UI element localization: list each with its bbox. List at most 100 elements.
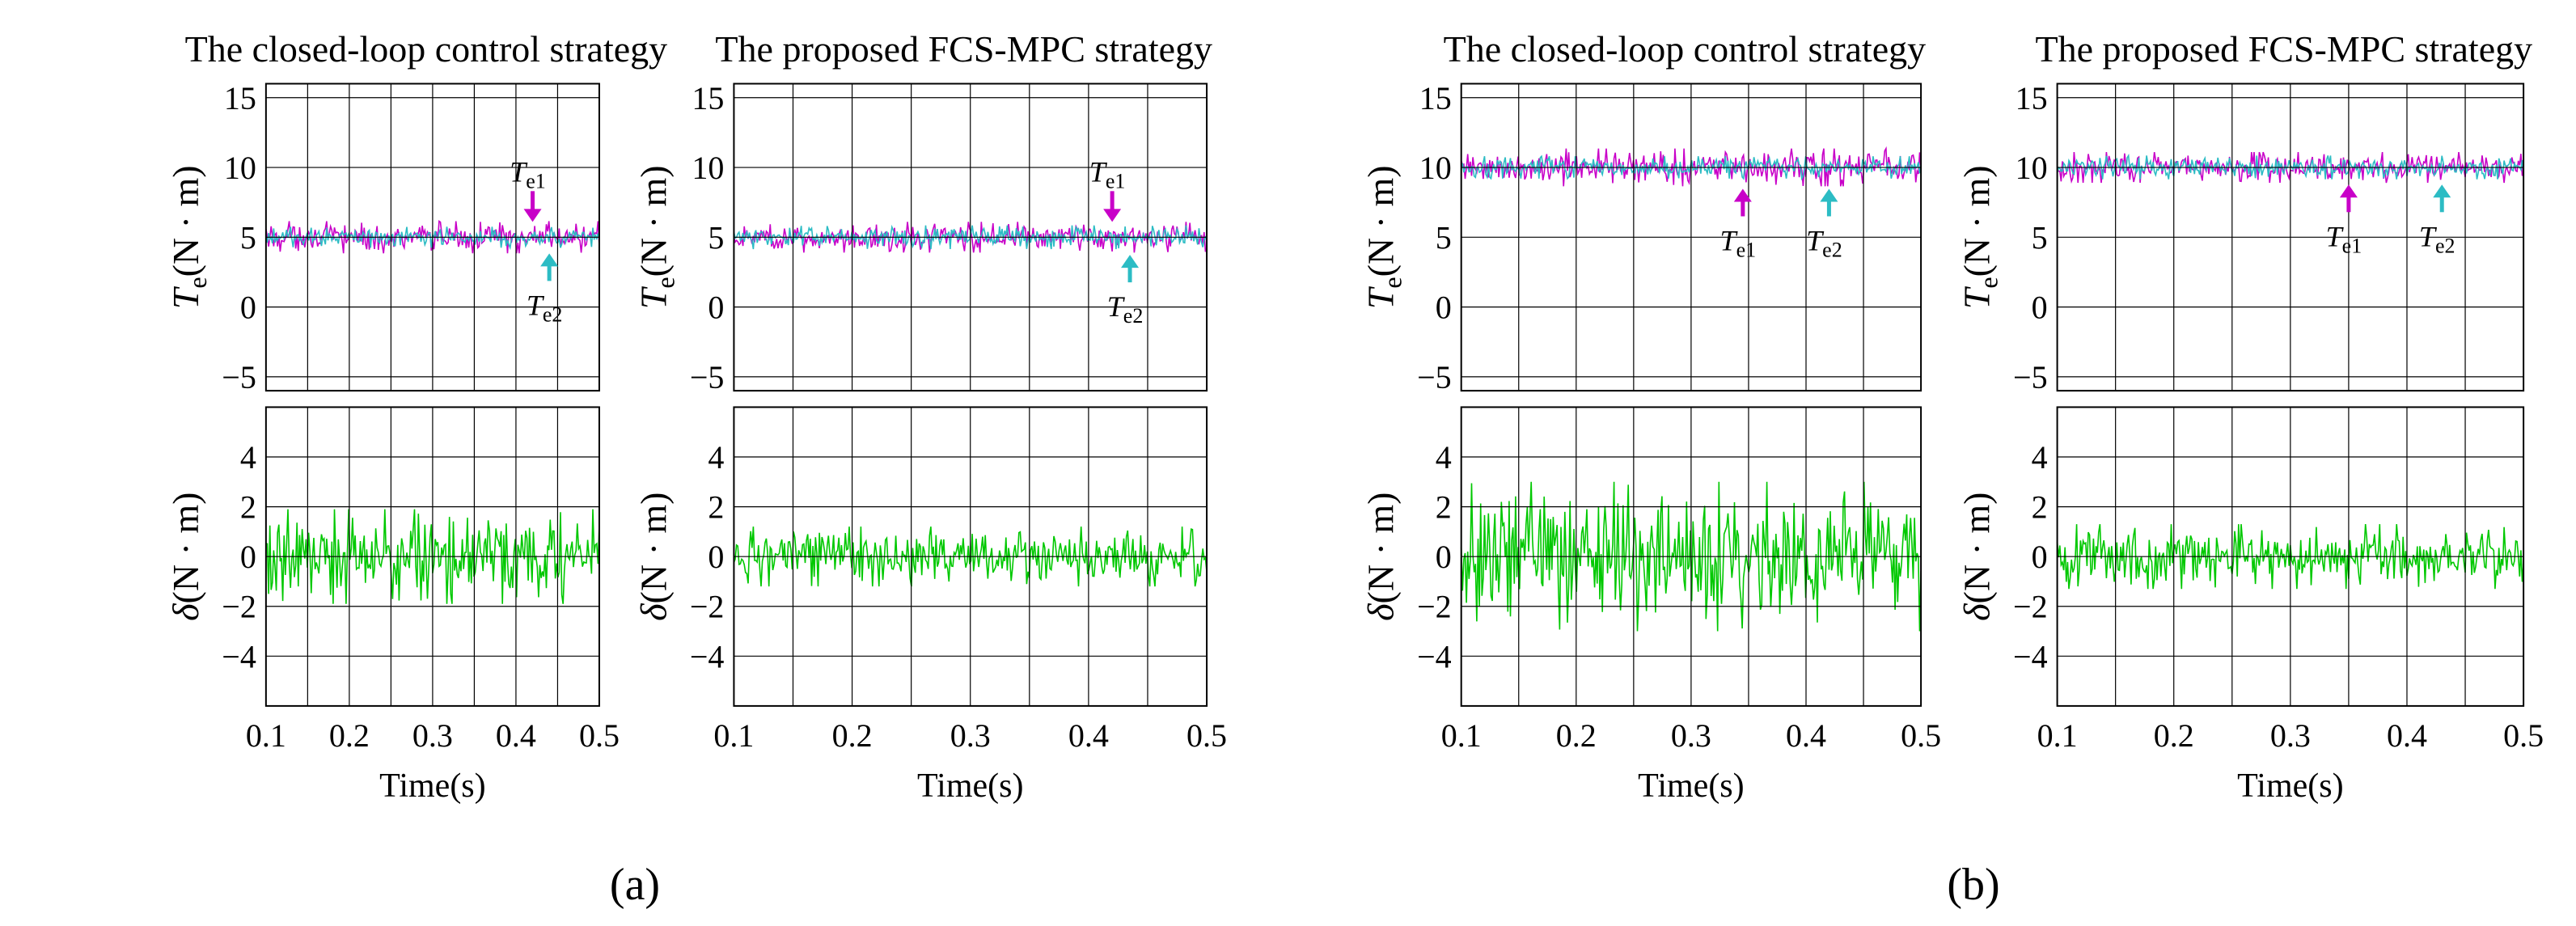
b-closed-loop-delta-xtick-label: 0.1 (1441, 717, 1482, 754)
a-closed-loop-torque-title: The closed-loop control strategy (185, 28, 668, 70)
b-closed-loop-torque-frame (1460, 82, 1922, 392)
b-fcs-mpc-delta-ytick-label: 0 (2032, 539, 2048, 575)
subfigure-label-b: (b) (1947, 860, 1999, 910)
text-layer: −5 0 5 10 15 The closed-loop control strategy… (165, 28, 2544, 805)
b-fcs-mpc-torque-grid (2057, 83, 2524, 391)
b-fcs-mpc-torque-annotation-te2: Te2 (2419, 184, 2455, 257)
b-closed-loop-delta-xtick-label: 0.3 (1671, 717, 1711, 754)
a-fcs-mpc-torque-annotation-te1: Te1 (1089, 155, 1126, 222)
b-closed-loop-delta-xtick-label: 0.2 (1556, 717, 1597, 754)
b-fcs-mpc-delta-ylabel: δ(N · m) (1956, 492, 1998, 620)
a-closed-loop-delta-ytick-label: −4 (222, 638, 256, 674)
b-fcs-mpc-torque-ytick-label: 15 (2016, 80, 2048, 116)
a-fcs-mpc-delta-ytick-label: 4 (708, 439, 724, 476)
b-closed-loop-delta-ytick-label: 0 (1436, 539, 1452, 575)
a-fcs-mpc-delta-grid (734, 407, 1208, 706)
a-fcs-mpc-delta-xtick-label: 0.4 (1068, 717, 1109, 754)
a-fcs-mpc-delta-ytick-label: −2 (690, 589, 725, 625)
b-closed-loop-torque-ytick-label: 10 (1419, 150, 1452, 186)
a-fcs-mpc-delta-ytick-label: 2 (708, 489, 724, 526)
a-closed-loop-torque-ytick-label: 10 (224, 150, 256, 186)
a-fcs-mpc-torque-ytick-label: 10 (692, 150, 724, 186)
b-closed-loop-delta-xtick-label: 0.4 (1786, 717, 1826, 754)
a-closed-loop-delta-ytick-label: 2 (240, 489, 256, 526)
a-closed-loop-delta-xtick-label: 0.5 (579, 717, 620, 754)
a-fcs-mpc-torque-ytick-label: −5 (690, 359, 725, 395)
a-closed-loop-torque-annotation-te1: Te1 (510, 155, 546, 222)
b-fcs-mpc-delta-xlabel: Time(s) (2237, 767, 2343, 805)
a-fcs-mpc-torque-ytick-label: 15 (692, 80, 724, 116)
a-fcs-mpc-torque-grid (734, 83, 1208, 391)
b-fcs-mpc-delta-xtick-label: 0.4 (2387, 717, 2427, 754)
b-closed-loop-torque-annotation-te1: Te1 (1720, 188, 1756, 261)
a-closed-loop-delta-xtick-label: 0.1 (246, 717, 286, 754)
b-fcs-mpc-delta-ytick-label: 4 (2032, 439, 2048, 476)
b-closed-loop-delta-ytick-label: −4 (1417, 638, 1452, 674)
a-closed-loop-delta-xtick-label: 0.4 (496, 717, 536, 754)
a-fcs-mpc-torque-annotation-label: Te1 (1089, 155, 1126, 192)
b-closed-loop-torque-annotation-te2: Te2 (1806, 188, 1842, 261)
b-closed-loop-delta-ylabel: δ(N · m) (1360, 492, 1402, 620)
b-fcs-mpc-delta-xtick-label: 0.2 (2154, 717, 2194, 754)
b-fcs-mpc-torque-ytick-label: 5 (2032, 219, 2048, 256)
b-closed-loop-torque-ytick-label: 5 (1436, 219, 1452, 256)
b-closed-loop-delta-frame (1460, 406, 1922, 707)
a-closed-loop-torque-ytick-label: −5 (222, 359, 256, 395)
b-closed-loop-delta-grid (1461, 407, 1922, 706)
a-closed-loop-delta-xtick-label: 0.3 (412, 717, 453, 754)
a-closed-loop-delta-ytick-label: 0 (240, 539, 256, 575)
a-fcs-mpc-torque-ytick-label: 5 (708, 219, 724, 256)
b-closed-loop-torque-ytick-label: 0 (1436, 290, 1452, 326)
b-fcs-mpc-torque-title: The proposed FCS-MPC strategy (2036, 28, 2533, 70)
b-fcs-mpc-torque-annotation-label: Te2 (2419, 220, 2455, 257)
b-closed-loop-torque-ylabel: Te(N · m) (1360, 165, 1407, 309)
a-fcs-mpc-delta-ylabel: δ(N · m) (632, 492, 674, 620)
a-fcs-mpc-delta-xlabel: Time(s) (917, 767, 1023, 805)
b-fcs-mpc-torque-annotation-label: Te1 (2326, 220, 2362, 257)
a-closed-loop-delta-grid (265, 407, 599, 706)
a-closed-loop-torque-ytick-label: 0 (240, 290, 256, 326)
b-closed-loop-delta-xlabel: Time(s) (1638, 767, 1744, 805)
b-fcs-mpc-delta-ytick-label: 2 (2032, 489, 2048, 526)
b-fcs-mpc-delta-xtick-label: 0.3 (2270, 717, 2311, 754)
b-closed-loop-delta-ytick-label: 2 (1436, 489, 1452, 526)
b-fcs-mpc-delta-frame (2056, 406, 2525, 707)
a-closed-loop-delta-xlabel: Time(s) (379, 767, 485, 805)
a-fcs-mpc-torque-frame (733, 82, 1208, 392)
a-closed-loop-torque-ytick-label: 5 (240, 219, 256, 256)
a-fcs-mpc-torque-annotation-te2: Te2 (1107, 255, 1144, 328)
b-fcs-mpc-torque-annotation-te1: Te1 (2326, 184, 2362, 257)
b-closed-loop-torque-annotation-label: Te2 (1806, 224, 1842, 261)
b-fcs-mpc-torque-ytick-label: −5 (2013, 359, 2048, 395)
a-fcs-mpc-delta-xtick-label: 0.1 (713, 717, 754, 754)
b-fcs-mpc-delta-ytick-label: −2 (2013, 589, 2048, 625)
a-closed-loop-delta-ytick-label: −2 (222, 589, 256, 625)
a-fcs-mpc-torque-title: The proposed FCS-MPC strategy (715, 28, 1212, 70)
a-fcs-mpc-torque-ylabel: Te(N · m) (632, 165, 679, 309)
b-closed-loop-torque-ytick-label: −5 (1417, 359, 1452, 395)
b-fcs-mpc-torque-frame (2056, 82, 2525, 392)
a-closed-loop-torque-ylabel: Te(N · m) (165, 165, 212, 309)
a-closed-loop-delta-frame (264, 406, 600, 707)
subfigure-label-a: (a) (610, 860, 660, 910)
a-closed-loop-delta-ytick-label: 4 (240, 439, 256, 476)
a-closed-loop-delta-ylabel: δ(N · m) (165, 492, 206, 620)
b-closed-loop-torque-title: The closed-loop control strategy (1444, 28, 1927, 70)
a-closed-loop-torque-frame (264, 82, 600, 392)
axes-layer (264, 82, 2525, 707)
b-fcs-mpc-torque-ytick-label: 10 (2016, 150, 2048, 186)
a-fcs-mpc-torque-ytick-label: 0 (708, 290, 724, 326)
b-closed-loop-delta-ytick-label: −2 (1417, 589, 1452, 625)
b-closed-loop-delta-ytick-label: 4 (1436, 439, 1452, 476)
b-fcs-mpc-delta-grid (2057, 407, 2524, 706)
a-fcs-mpc-torque-annotation-label: Te2 (1107, 290, 1144, 328)
a-closed-loop-torque-annotation-te2: Te2 (527, 253, 562, 326)
a-fcs-mpc-delta-xtick-label: 0.5 (1186, 717, 1227, 754)
b-fcs-mpc-torque-ylabel: Te(N · m) (1956, 165, 2003, 309)
b-closed-loop-delta-xtick-label: 0.5 (1901, 717, 1941, 754)
b-closed-loop-torque-grid (1461, 83, 1922, 391)
a-fcs-mpc-delta-frame (733, 406, 1208, 707)
b-fcs-mpc-delta-xtick-label: 0.1 (2037, 717, 2078, 754)
a-closed-loop-torque-ytick-label: 15 (224, 80, 256, 116)
